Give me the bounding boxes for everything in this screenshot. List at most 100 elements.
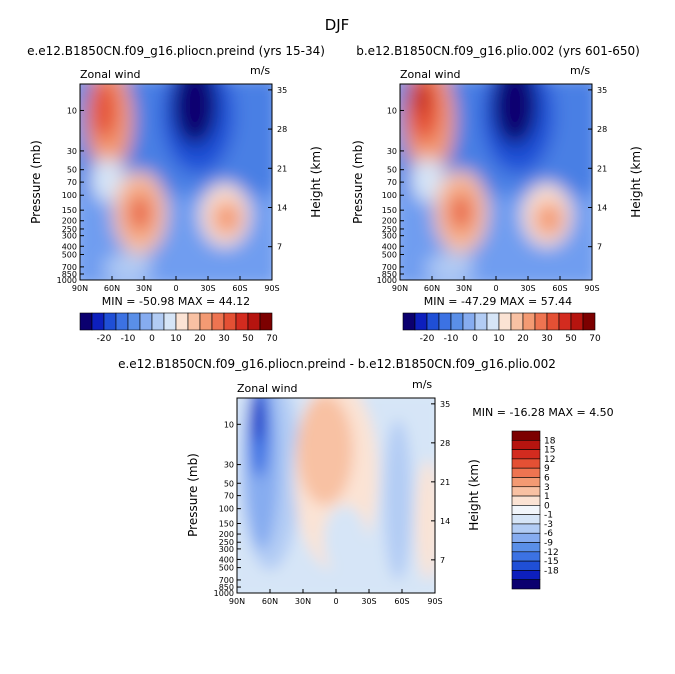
y-tick-label: 300 bbox=[382, 232, 397, 241]
y-tick-label: 70 bbox=[67, 178, 77, 187]
panel-3-title: e.e12.B1850CN.f09_g16.pliocn.preind - b.… bbox=[118, 357, 556, 371]
colorbar-swatch bbox=[127, 312, 141, 331]
colorbar-swatch bbox=[247, 312, 261, 331]
panel-1-variable: Zonal wind bbox=[80, 68, 141, 81]
y2-tick-label: 35 bbox=[597, 86, 607, 95]
y-tick-label: 50 bbox=[67, 166, 77, 175]
y-tick-label: 1000 bbox=[57, 276, 77, 285]
colorbar-swatch bbox=[511, 523, 541, 534]
panel-2-plot bbox=[400, 84, 592, 280]
colorbar-label: 6 bbox=[544, 473, 550, 483]
y2-tick-label: 7 bbox=[440, 556, 445, 565]
figure-title: DJF bbox=[325, 16, 350, 34]
panel-3-axes: 1030507010015020025030040050070085010009… bbox=[214, 400, 451, 606]
y2-tick-label: 35 bbox=[440, 400, 450, 409]
panel-2-variable: Zonal wind bbox=[400, 68, 461, 81]
colorbar-swatch bbox=[511, 551, 541, 562]
y-tick-label: 50 bbox=[387, 166, 397, 175]
colorbar-swatch bbox=[235, 312, 249, 331]
colorbar-swatch bbox=[402, 312, 416, 331]
panel-1-units: m/s bbox=[250, 64, 270, 77]
y2-tick-label: 28 bbox=[597, 125, 607, 134]
y-tick-label: 400 bbox=[62, 242, 77, 251]
colorbar-swatch bbox=[570, 312, 584, 331]
colorbar-swatch bbox=[582, 312, 596, 331]
colorbar-label: -10 bbox=[121, 334, 136, 344]
colorbar-label: 30 bbox=[541, 334, 553, 344]
x-tick-label: 0 bbox=[173, 284, 178, 293]
colorbar-label: 70 bbox=[589, 334, 601, 344]
y-tick-label: 850 bbox=[219, 583, 234, 592]
colorbar-label: 50 bbox=[242, 334, 254, 344]
colorbar-swatch bbox=[91, 312, 105, 331]
x-tick-label: 30N bbox=[136, 284, 152, 293]
y2-tick-label: 14 bbox=[440, 517, 450, 526]
y2-tick-label: 28 bbox=[440, 439, 450, 448]
colorbar-swatch bbox=[79, 312, 93, 331]
panel-3-ylabel-right: Height (km) bbox=[467, 459, 481, 530]
colorbar-label: 70 bbox=[266, 334, 278, 344]
panel-3-stats: MIN = -16.28 MAX = 4.50 bbox=[472, 406, 613, 419]
colorbar-label: -10 bbox=[444, 334, 459, 344]
colorbar-label: -20 bbox=[97, 334, 112, 344]
colorbar-swatch bbox=[511, 477, 541, 488]
colorbar-label: 30 bbox=[218, 334, 230, 344]
y-tick-label: 700 bbox=[62, 263, 77, 272]
y2-tick-label: 21 bbox=[440, 478, 450, 487]
y-tick-label: 400 bbox=[219, 555, 234, 564]
y-tick-label: 100 bbox=[62, 191, 77, 200]
y2-tick-label: 28 bbox=[277, 125, 287, 134]
y-tick-label: 500 bbox=[219, 564, 234, 573]
x-tick-label: 90S bbox=[584, 284, 599, 293]
colorbar-label: -3 bbox=[544, 520, 553, 530]
colorbar-swatch bbox=[223, 312, 237, 331]
colorbar-label: -9 bbox=[544, 539, 553, 549]
y-tick-label: 200 bbox=[62, 217, 77, 226]
x-tick-label: 60N bbox=[424, 284, 440, 293]
panel-2-stats: MIN = -47.29 MAX = 57.44 bbox=[424, 295, 572, 308]
colorbar-label: 12 bbox=[544, 455, 555, 465]
x-tick-label: 60S bbox=[394, 597, 409, 606]
x-tick-label: 60N bbox=[262, 597, 278, 606]
y-tick-label: 500 bbox=[382, 250, 397, 259]
colorbar-swatch bbox=[259, 312, 273, 331]
y-tick-label: 1000 bbox=[377, 276, 397, 285]
y-tick-label: 100 bbox=[219, 505, 234, 514]
colorbar-label: 0 bbox=[472, 334, 478, 344]
y-tick-label: 30 bbox=[67, 147, 77, 156]
y-tick-label: 70 bbox=[387, 178, 397, 187]
y-tick-label: 100 bbox=[382, 191, 397, 200]
panel-3-ylabel: Pressure (mb) bbox=[186, 453, 200, 537]
y-tick-label: 300 bbox=[219, 545, 234, 554]
colorbar-swatch bbox=[511, 495, 541, 506]
y-tick-label: 150 bbox=[62, 206, 77, 215]
colorbar-label: -12 bbox=[544, 548, 559, 558]
colorbar-swatch bbox=[175, 312, 189, 331]
y2-tick-label: 7 bbox=[277, 243, 282, 252]
y-tick-label: 300 bbox=[62, 232, 77, 241]
colorbar-swatch bbox=[103, 312, 117, 331]
panel-1-axes: 1030507010015020025030040050070085010009… bbox=[57, 86, 288, 293]
panel-1-ylabel-right: Height (km) bbox=[309, 146, 323, 217]
colorbar-label: 0 bbox=[544, 501, 550, 511]
x-tick-label: 90N bbox=[72, 284, 88, 293]
y2-tick-label: 35 bbox=[277, 86, 287, 95]
colorbar-swatch bbox=[462, 312, 476, 331]
colorbar-swatch bbox=[546, 312, 560, 331]
y-tick-label: 850 bbox=[382, 270, 397, 279]
x-tick-label: 90N bbox=[392, 284, 408, 293]
y-tick-label: 700 bbox=[219, 576, 234, 585]
y-tick-label: 50 bbox=[224, 479, 234, 488]
y2-tick-label: 7 bbox=[597, 243, 602, 252]
y-tick-label: 500 bbox=[62, 250, 77, 259]
y-tick-label: 250 bbox=[219, 538, 234, 547]
panel-2-colorbar: -20 -10 0 10 20 30 50 70 bbox=[402, 312, 601, 344]
colorbar-swatch bbox=[511, 486, 541, 497]
y-tick-label: 10 bbox=[387, 106, 397, 115]
colorbar-swatch bbox=[199, 312, 213, 331]
panel-3-variable: Zonal wind bbox=[237, 382, 298, 395]
x-tick-label: 90N bbox=[229, 597, 245, 606]
colorbar-swatch bbox=[450, 312, 464, 331]
colorbar-swatch bbox=[511, 505, 541, 515]
y-tick-label: 150 bbox=[382, 206, 397, 215]
